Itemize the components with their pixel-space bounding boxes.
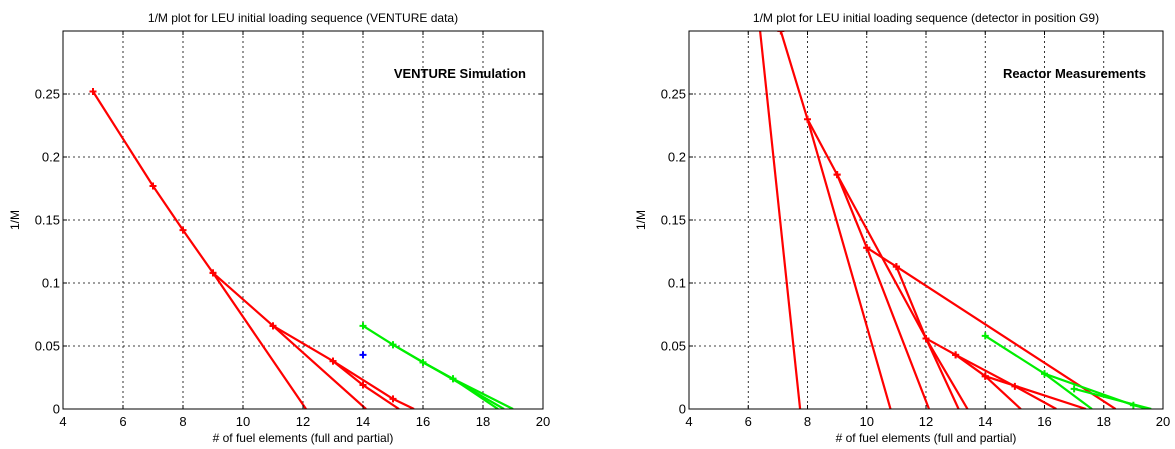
series-line-12 <box>1073 387 1152 409</box>
data-point-marker <box>777 31 785 35</box>
chart-title: 1/M plot for LEU initial loading sequenc… <box>148 11 458 25</box>
y-tick-label: 0.15 <box>35 213 60 228</box>
chart-title: 1/M plot for LEU initial loading sequenc… <box>753 11 1099 25</box>
x-tick-label: 18 <box>476 414 490 429</box>
x-tick-label: 4 <box>59 414 66 429</box>
chart-annotation: VENTURE Simulation <box>394 66 526 81</box>
y-tick-label: 0.1 <box>668 276 686 291</box>
y-axis-label: 1/M <box>634 210 648 230</box>
chart-annotation: Reactor Measurements <box>1003 66 1146 81</box>
y-tick-label: 0.25 <box>661 87 686 102</box>
data-point-marker <box>179 226 187 234</box>
y-tick-label: 0.05 <box>35 339 60 354</box>
data-point-marker <box>359 381 367 389</box>
data-point-marker <box>359 322 367 330</box>
chart-2: 4 6 8 10 12 14 16 18 20 0 0.05 0.1 0.15 0.2 0.25 1/M pl… <box>634 11 1170 445</box>
x-tick-label: 20 <box>1156 414 1170 429</box>
chart-1: 4 6 8 10 12 14 16 18 20 0 0.05 0.1 0.15 0.2 0.25 1/M pl… <box>8 11 550 445</box>
data-point-marker <box>149 182 157 190</box>
y-tick-label: 0.2 <box>668 150 686 165</box>
series-line-7 <box>392 343 505 409</box>
series-line-3 <box>272 324 400 409</box>
y-tick-label: 0 <box>53 402 60 417</box>
data-point-marker <box>833 171 841 179</box>
x-tick-label: 16 <box>1037 414 1051 429</box>
data-point-marker <box>359 351 367 359</box>
x-tick-label: 12 <box>919 414 933 429</box>
x-tick-label: 6 <box>119 414 126 429</box>
series-line-9 <box>984 375 1087 409</box>
y-tick-label: 0.25 <box>35 87 60 102</box>
series-line-1 <box>759 31 802 409</box>
x-tick-label: 6 <box>745 414 752 429</box>
data-point-marker <box>209 269 217 277</box>
series-line-7 <box>925 337 1022 409</box>
data-point-marker <box>981 332 989 340</box>
y-tick-label: 0.2 <box>42 150 60 165</box>
x-tick-label: 8 <box>179 414 186 429</box>
data-point-marker <box>1041 370 1048 378</box>
y-axis-label: 1/M <box>8 210 22 230</box>
data-point-marker <box>804 115 811 123</box>
series-line-3 <box>806 118 931 409</box>
series-group <box>89 87 514 409</box>
x-tick-label: 16 <box>416 414 430 429</box>
x-tick-label: 10 <box>860 414 874 429</box>
series-group <box>759 31 1152 409</box>
x-tick-label: 14 <box>356 414 370 429</box>
y-tick-label: 0.05 <box>661 339 686 354</box>
data-point-marker <box>892 263 900 271</box>
data-point-marker <box>1070 385 1078 393</box>
x-tick-label: 12 <box>296 414 310 429</box>
x-tick-label: 20 <box>536 414 550 429</box>
data-point-marker <box>981 372 989 380</box>
x-tick-label: 18 <box>1097 414 1111 429</box>
data-point-marker <box>389 341 397 349</box>
x-tick-label: 8 <box>804 414 811 429</box>
x-axis-label: # of fuel elements (full and partial) <box>836 431 1017 445</box>
y-tick-label: 0 <box>679 402 686 417</box>
y-tick-label: 0.1 <box>42 276 60 291</box>
x-tick-label: 14 <box>978 414 992 429</box>
data-point-marker <box>922 334 930 342</box>
x-tick-label: 10 <box>236 414 250 429</box>
x-axis-label: # of fuel elements (full and partial) <box>213 431 394 445</box>
data-point-marker <box>952 351 960 359</box>
data-point-marker <box>863 244 871 252</box>
data-point-marker <box>89 87 97 95</box>
data-point-marker <box>329 357 337 365</box>
data-point-marker <box>389 395 397 403</box>
y-tick-label: 0.15 <box>661 213 686 228</box>
series-line-5 <box>866 246 969 409</box>
data-point-marker <box>269 322 277 330</box>
x-tick-label: 4 <box>685 414 692 429</box>
